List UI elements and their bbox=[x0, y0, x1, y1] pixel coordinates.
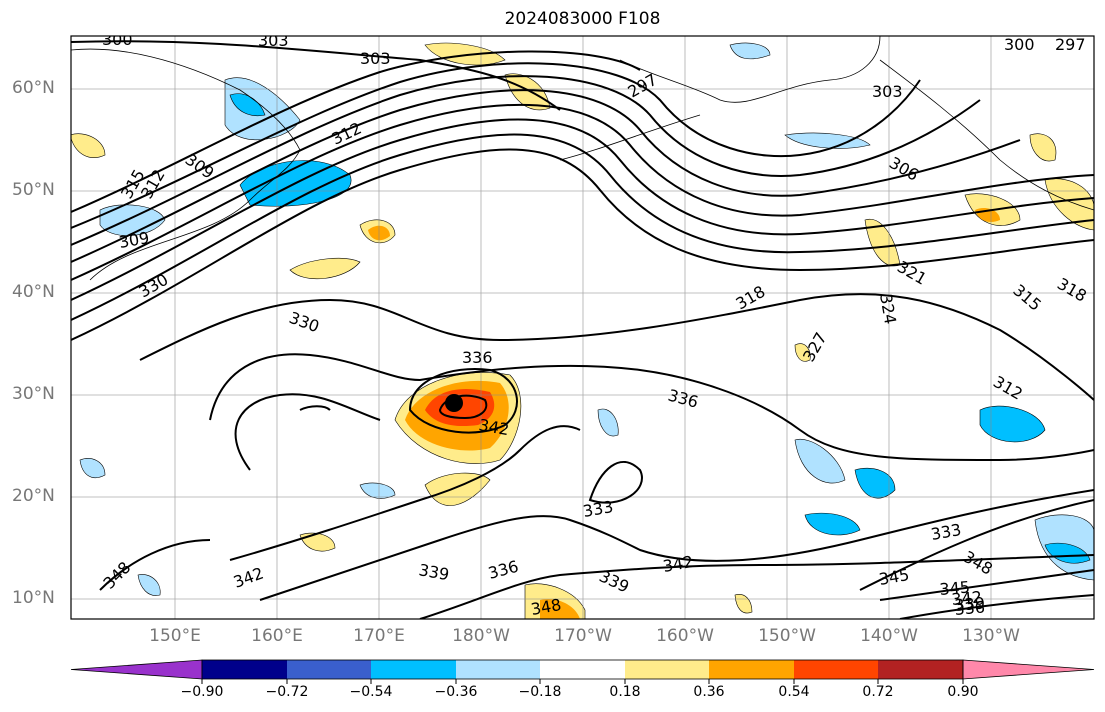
graticule bbox=[71, 36, 1094, 619]
yellow-fill-region bbox=[1029, 133, 1057, 162]
map-frame bbox=[70, 35, 1095, 620]
map-area: 300 303 303 303 297 300 297 312 309 306 … bbox=[71, 30, 1094, 619]
blue-fill-region bbox=[229, 93, 266, 116]
contour-label: 303 bbox=[360, 49, 391, 68]
colorbar-tick-label: −0.90 bbox=[180, 684, 224, 700]
colorbar-bin bbox=[794, 660, 878, 679]
blue-fill-region bbox=[854, 467, 896, 499]
figure-title: 2024083000 F108 bbox=[504, 9, 661, 29]
lat-label: 40°N bbox=[12, 282, 55, 302]
colorbar-extend-high bbox=[962, 659, 1095, 680]
contour-label: 339 bbox=[954, 593, 986, 615]
lon-label: 160°E bbox=[251, 626, 303, 646]
colorbar-outline bbox=[201, 659, 964, 680]
lon-label: 170°W bbox=[554, 626, 612, 646]
lightblue-fill-region bbox=[359, 482, 396, 499]
yellow-fill-region bbox=[289, 257, 361, 280]
lat-label: 20°N bbox=[12, 486, 55, 506]
blue-fill-region bbox=[804, 512, 861, 536]
contour-label: 300 bbox=[102, 30, 133, 49]
colorbar-bin bbox=[878, 660, 963, 679]
colorbar-bin bbox=[625, 660, 709, 679]
contour-label: 303 bbox=[872, 82, 903, 101]
contour-label: 342 bbox=[951, 587, 983, 609]
lat-label: 30°N bbox=[12, 384, 55, 404]
colorbar-tick-label: −0.72 bbox=[265, 684, 309, 700]
colorbar-bin bbox=[371, 660, 456, 679]
lightblue-fill-region bbox=[784, 132, 871, 149]
colorbar-extend-low bbox=[70, 659, 203, 680]
yellow-fill-region bbox=[71, 133, 106, 158]
yellow-fill-region bbox=[1044, 178, 1094, 231]
contour-label: 336 bbox=[462, 348, 493, 367]
lightblue-fill-region bbox=[137, 574, 161, 596]
colorbar bbox=[70, 659, 1095, 684]
colorbar-tick-label: 0.36 bbox=[693, 684, 725, 700]
lon-label: 140°W bbox=[860, 626, 918, 646]
colorbar-tick-label: 0.90 bbox=[947, 684, 979, 700]
colorbar-tick-label: −0.18 bbox=[518, 684, 562, 700]
colorbar-bin bbox=[287, 660, 371, 679]
contour-label: 300 bbox=[1004, 35, 1035, 54]
lon-label: 180°W bbox=[452, 626, 510, 646]
lat-label: 50°N bbox=[12, 180, 55, 200]
colorbar-tick-label: 0.54 bbox=[778, 684, 810, 700]
colorbar-bin bbox=[456, 660, 540, 679]
lat-label: 60°N bbox=[12, 78, 55, 98]
colorbar-bin bbox=[540, 660, 625, 679]
yellow-fill-region bbox=[794, 343, 811, 362]
yellow-fill-region bbox=[299, 532, 336, 552]
colorbar-tick-label: −0.54 bbox=[349, 684, 393, 700]
lat-label: 10°N bbox=[12, 588, 55, 608]
contour-label: 336 bbox=[954, 597, 986, 619]
lon-label: 170°E bbox=[353, 626, 405, 646]
lightblue-fill-region bbox=[794, 438, 846, 484]
lon-label: 150°E bbox=[149, 626, 201, 646]
blue-fill-region bbox=[979, 405, 1046, 443]
yellow-fill-region bbox=[504, 73, 551, 111]
contour-label: 297 bbox=[1055, 35, 1086, 54]
lightblue-fill-region bbox=[597, 408, 619, 437]
colorbar-bin bbox=[709, 660, 794, 679]
lightblue-fill-region bbox=[729, 42, 771, 60]
lon-label: 150°W bbox=[758, 626, 816, 646]
colorbar-tick-label: 0.18 bbox=[609, 684, 641, 700]
colorbar-bin bbox=[202, 660, 287, 679]
lon-label: 130°W bbox=[962, 626, 1020, 646]
colorbar-tick-label: −0.36 bbox=[434, 684, 478, 700]
storm-center-marker bbox=[445, 394, 463, 412]
contour-label: 345 bbox=[939, 577, 971, 599]
lon-label: 160°W bbox=[656, 626, 714, 646]
orange-fill-region bbox=[540, 598, 580, 619]
contour-label: 303 bbox=[258, 31, 289, 50]
coastline-layer bbox=[71, 36, 1094, 281]
contour-layer bbox=[71, 40, 1094, 619]
lightblue-fill-region bbox=[79, 458, 106, 479]
colorbar-tick-label: 0.72 bbox=[862, 684, 894, 700]
